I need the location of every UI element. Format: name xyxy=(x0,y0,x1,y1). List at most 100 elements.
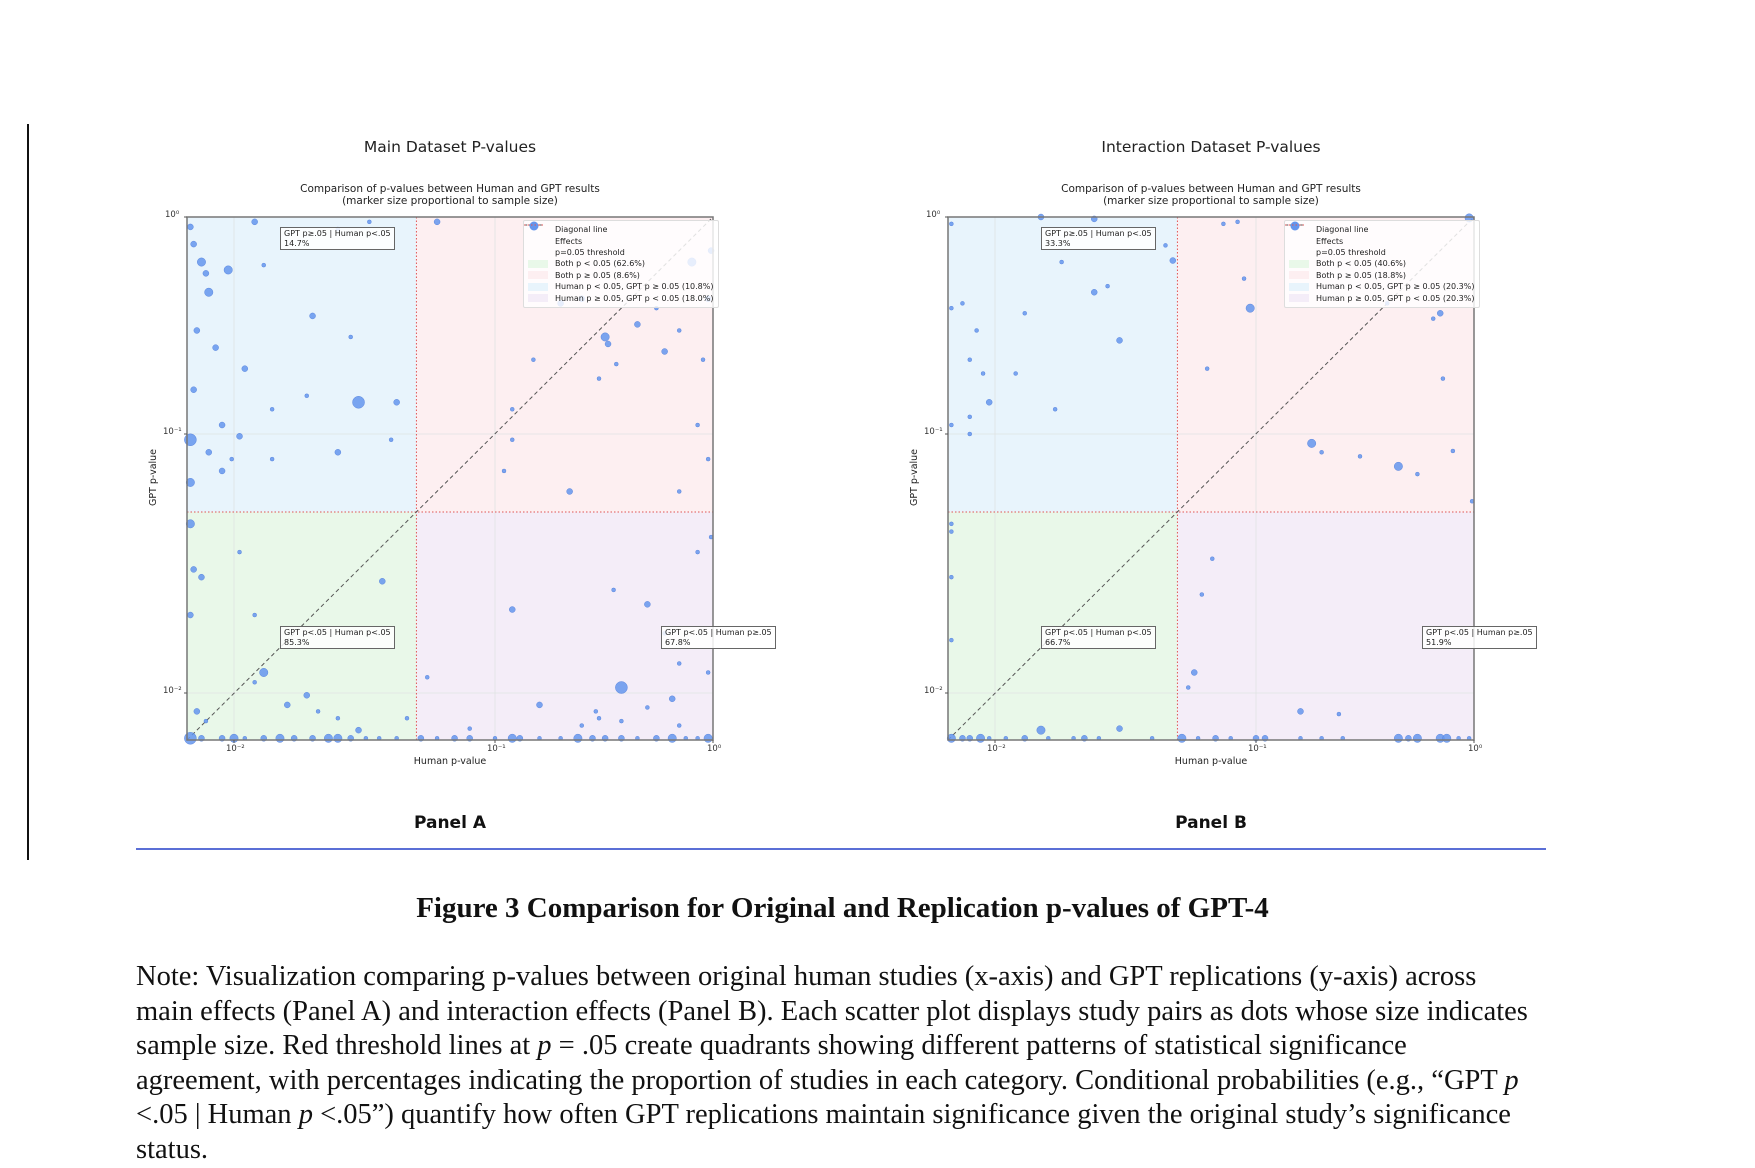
data-point xyxy=(510,437,515,442)
data-point xyxy=(1052,407,1058,412)
blue-patch-icon xyxy=(528,282,548,291)
data-point xyxy=(433,218,441,226)
data-point xyxy=(242,736,248,741)
data-point xyxy=(985,399,993,406)
annotation-text: GPT p<.05 | Human p≥.05 xyxy=(665,628,772,637)
data-point xyxy=(1221,221,1226,227)
legend-label: Both p < 0.05 (62.6%) xyxy=(555,259,646,269)
data-point xyxy=(1469,499,1475,504)
data-point xyxy=(205,449,212,456)
data-point xyxy=(190,240,197,248)
data-point xyxy=(1081,735,1088,742)
data-point xyxy=(705,456,711,462)
data-point xyxy=(425,675,430,680)
data-point xyxy=(1037,213,1045,221)
data-point xyxy=(187,611,194,619)
legend-item: Human p < 0.05, GPT p ≥ 0.05 (20.3%) xyxy=(1289,281,1475,292)
data-point xyxy=(1241,276,1247,281)
data-point xyxy=(1071,736,1076,741)
panel-label: Panel B xyxy=(1175,813,1247,833)
data-point xyxy=(1163,243,1168,248)
data-point xyxy=(516,735,524,742)
data-point xyxy=(683,736,688,741)
legend-item: Human p ≥ 0.05, GPT p < 0.05 (18.0%) xyxy=(528,292,714,303)
dashed-line-icon xyxy=(524,224,548,234)
legend-item: Both p < 0.05 (62.6%) xyxy=(528,258,714,269)
purple-patch-icon xyxy=(528,294,548,303)
plot-frame xyxy=(947,216,1475,741)
annotation-text: GPT p<.05 | Human p<.05 xyxy=(284,628,391,637)
data-point xyxy=(507,733,517,743)
data-point xyxy=(355,726,362,734)
data-point xyxy=(451,735,458,742)
quadrant-both-nonsig xyxy=(416,217,713,512)
data-point xyxy=(335,716,341,721)
data-point xyxy=(611,587,616,593)
data-point xyxy=(703,733,713,743)
data-point xyxy=(695,422,700,428)
quadrant-human-sig-gpt-nonsig xyxy=(948,217,1178,512)
data-point xyxy=(324,733,333,743)
data-point xyxy=(687,257,697,267)
green-patch-icon xyxy=(528,259,548,268)
annotation-bottom-left: GPT p<.05 | Human p<.05 85.3% xyxy=(280,626,395,649)
quadrant-human-nonsig-gpt-sig xyxy=(416,511,713,740)
x-tick-label: 10⁻² xyxy=(226,744,245,754)
data-point xyxy=(653,735,660,742)
data-point xyxy=(363,736,369,741)
data-point xyxy=(1191,669,1198,676)
data-point xyxy=(275,733,285,743)
x-axis-label: Human p-value xyxy=(1174,756,1248,767)
data-point xyxy=(1466,736,1472,741)
data-point xyxy=(1442,733,1452,743)
diagonal-line xyxy=(947,216,1475,741)
data-point xyxy=(1440,376,1446,381)
data-point xyxy=(946,733,956,743)
legend-label: p=0.05 threshold xyxy=(1316,247,1386,257)
data-point xyxy=(677,723,682,728)
y-axis-label: GPT p-value xyxy=(148,448,160,507)
data-point xyxy=(949,305,954,311)
note-text: = .05 create quadrants showing different… xyxy=(136,1030,1505,1096)
data-point xyxy=(202,270,210,277)
data-point xyxy=(949,422,954,428)
data-point xyxy=(198,735,205,742)
legend-label: Human p ≥ 0.05, GPT p < 0.05 (18.0%) xyxy=(555,293,714,303)
data-point xyxy=(959,735,966,742)
data-point xyxy=(1235,219,1240,225)
data-point xyxy=(348,334,353,340)
figure-note: Note: Visualization comparing p-values b… xyxy=(136,960,1536,1168)
y-tick-label: 10⁻¹ xyxy=(163,427,182,437)
data-point xyxy=(185,519,195,529)
data-point xyxy=(1046,736,1051,741)
data-point xyxy=(1298,736,1303,741)
blue-patch-icon xyxy=(1289,282,1309,291)
data-point xyxy=(578,295,585,302)
dot-icon xyxy=(528,221,548,245)
data-point xyxy=(404,716,410,721)
data-point xyxy=(980,371,986,376)
margin-change-bar xyxy=(27,124,29,860)
annotation-top-left: GPT p≥.05 | Human p<.05 14.7% xyxy=(280,227,395,250)
data-point xyxy=(510,407,515,412)
subtitle-line-1: Comparison of p-values between Human and… xyxy=(1061,183,1361,195)
plot-frame xyxy=(186,216,714,741)
purple-patch-icon xyxy=(1289,294,1309,303)
data-point xyxy=(1149,736,1155,741)
note-text: <.05”) quantify how often GPT replicatio… xyxy=(136,1099,1511,1165)
data-point xyxy=(695,549,700,555)
subtitle-line-2: (marker size proportional to sample size… xyxy=(1103,195,1319,207)
quadrant-both-sig xyxy=(948,511,1178,740)
dotted-red-line-icon xyxy=(1285,224,1309,256)
legend-item: Effects xyxy=(1289,221,1475,246)
data-point xyxy=(352,396,365,409)
data-point xyxy=(269,407,275,412)
data-point xyxy=(537,736,542,741)
note-italic-p: p xyxy=(537,1030,552,1062)
legend-label: Effects xyxy=(555,236,583,246)
note-text: <.05 | Human xyxy=(136,1099,299,1131)
data-point xyxy=(1307,438,1317,448)
legend-label: Diagonal line xyxy=(555,225,608,235)
legend-item: p=0.05 threshold xyxy=(524,224,714,258)
data-point xyxy=(662,631,667,636)
